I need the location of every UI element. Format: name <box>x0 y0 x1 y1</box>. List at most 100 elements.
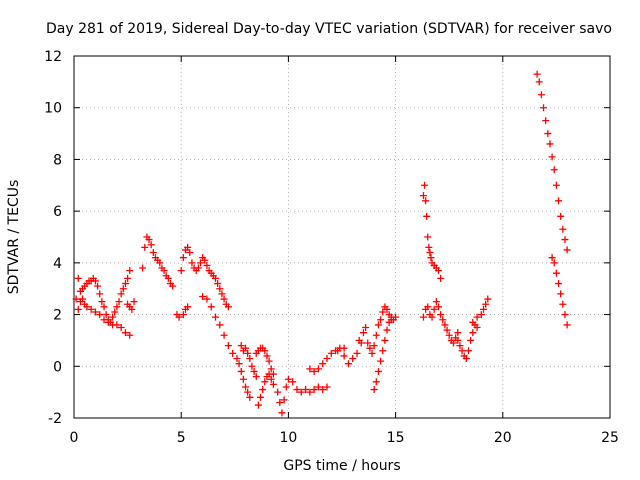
series-arc-s <box>454 321 481 363</box>
series-arc-u <box>533 70 571 254</box>
data-point <box>276 398 284 406</box>
data-point <box>246 355 254 363</box>
data-point <box>169 282 177 290</box>
data-point <box>340 344 348 352</box>
data-point <box>383 326 391 334</box>
data-point <box>91 308 99 316</box>
x-tick-label: 20 <box>494 430 512 446</box>
data-point <box>374 367 382 375</box>
data-point <box>156 259 164 267</box>
data-point <box>216 321 224 329</box>
data-point <box>464 347 472 355</box>
data-point <box>284 375 292 383</box>
data-point <box>422 197 430 205</box>
data-point <box>426 249 434 257</box>
data-point <box>248 362 256 370</box>
data-point <box>267 365 275 373</box>
data-point <box>469 318 477 326</box>
data-point <box>212 274 220 282</box>
data-point <box>282 383 290 391</box>
data-point <box>160 267 168 275</box>
data-point <box>314 383 322 391</box>
data-point <box>441 321 449 329</box>
y-tick-label: 8 <box>53 152 62 168</box>
data-point <box>306 365 314 373</box>
data-point <box>244 349 252 357</box>
series-arc-f <box>177 243 232 311</box>
data-point <box>372 331 380 339</box>
data-point <box>548 254 556 262</box>
series-arc-b <box>74 295 134 339</box>
y-axis-label: SDTVAR / TECUs <box>6 180 22 295</box>
series-arc-i <box>237 342 260 381</box>
data-point <box>445 331 453 339</box>
data-point <box>113 321 121 329</box>
y-tick-label: 2 <box>53 308 62 324</box>
data-point <box>263 352 271 360</box>
series-arc-l <box>274 375 331 417</box>
data-point <box>340 352 348 360</box>
data-point <box>355 336 363 344</box>
data-point <box>432 298 440 306</box>
data-point <box>552 269 560 277</box>
series-arc-j <box>252 344 277 378</box>
y-tick-label: 0 <box>53 359 62 375</box>
data-point <box>203 261 211 269</box>
data-point <box>128 305 136 313</box>
x-axis: 0 5 10 15 20 25 <box>70 56 619 446</box>
data-point <box>79 295 87 303</box>
data-point <box>473 324 481 331</box>
data-point <box>372 378 380 386</box>
chart-title: Day 281 of 2019, Sidereal Day-to-day VTE… <box>46 21 612 37</box>
data-point <box>177 267 185 275</box>
data-point <box>449 339 457 347</box>
data-point <box>563 321 571 329</box>
series-arc-c <box>124 298 138 313</box>
data-point <box>254 401 262 409</box>
data-point <box>207 303 215 311</box>
data-point <box>454 329 462 337</box>
data-point <box>149 249 157 257</box>
series-arc-h <box>199 292 254 401</box>
data-point <box>239 375 247 383</box>
data-point <box>246 393 254 401</box>
data-point <box>100 303 108 311</box>
data-point <box>387 316 395 324</box>
data-point <box>540 104 548 112</box>
series-arc-p <box>370 316 395 394</box>
data-point <box>379 308 387 316</box>
x-tick-label: 25 <box>601 430 619 446</box>
data-point <box>392 313 400 321</box>
data-point <box>297 388 305 396</box>
y-tick-label: 10 <box>44 101 62 117</box>
data-point <box>267 375 275 383</box>
data-point <box>147 241 155 249</box>
x-tick-label: 10 <box>279 430 297 446</box>
data-point <box>550 259 558 267</box>
data-point <box>102 311 110 319</box>
data-point <box>141 243 149 251</box>
data-point <box>421 181 429 189</box>
data-point <box>374 321 382 329</box>
data-point <box>218 290 226 298</box>
data-point <box>94 282 102 290</box>
data-point <box>184 243 192 251</box>
data-point <box>98 298 106 306</box>
data-point <box>319 386 327 394</box>
data-point <box>242 383 250 391</box>
data-point <box>344 360 352 368</box>
data-point <box>552 181 560 189</box>
data-point <box>91 277 99 285</box>
series-arc-m <box>306 344 348 375</box>
data-point <box>419 192 427 200</box>
data-point <box>121 280 129 288</box>
y-tick-label: 12 <box>44 49 62 65</box>
data-point <box>74 305 82 313</box>
series-arc-q <box>419 181 445 282</box>
data-point <box>121 329 129 337</box>
data-point <box>537 91 545 99</box>
data-point <box>269 380 277 388</box>
data-point <box>439 316 447 324</box>
data-point <box>377 357 385 365</box>
data-point <box>473 313 481 321</box>
